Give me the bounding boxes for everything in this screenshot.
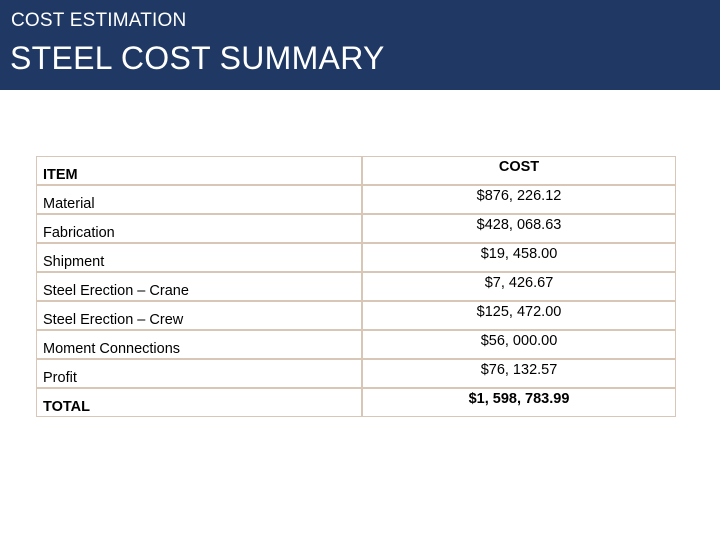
row-cost: $428, 068.63 [362, 214, 676, 243]
table-row: Moment Connections $56, 000.00 [36, 330, 676, 359]
total-label: TOTAL [36, 388, 362, 417]
table-row: Fabrication $428, 068.63 [36, 214, 676, 243]
row-item: Material [36, 185, 362, 214]
total-row: TOTAL $1, 598, 783.99 [36, 388, 676, 417]
row-item: Shipment [36, 243, 362, 272]
row-cost: $125, 472.00 [362, 301, 676, 330]
row-cost: $76, 132.57 [362, 359, 676, 388]
table-row: Profit $76, 132.57 [36, 359, 676, 388]
row-item: Steel Erection – Crane [36, 272, 362, 301]
column-header-cost: COST [362, 156, 676, 185]
section-kicker: COST ESTIMATION [11, 10, 187, 31]
row-cost: $19, 458.00 [362, 243, 676, 272]
row-cost: $56, 000.00 [362, 330, 676, 359]
table-row: Steel Erection – Crane $7, 426.67 [36, 272, 676, 301]
cost-summary-table: ITEM COST Material $876, 226.12 Fabricat… [36, 156, 676, 417]
row-cost: $876, 226.12 [362, 185, 676, 214]
row-item: Fabrication [36, 214, 362, 243]
table-header-row: ITEM COST [36, 156, 676, 185]
row-item: Profit [36, 359, 362, 388]
row-cost: $7, 426.67 [362, 272, 676, 301]
column-header-item: ITEM [36, 156, 362, 185]
row-item: Steel Erection – Crew [36, 301, 362, 330]
row-item: Moment Connections [36, 330, 362, 359]
table-row: Shipment $19, 458.00 [36, 243, 676, 272]
total-cost: $1, 598, 783.99 [362, 388, 676, 417]
table-row: Material $876, 226.12 [36, 185, 676, 214]
page-title: STEEL COST SUMMARY [10, 40, 385, 76]
header-bar: COST ESTIMATION STEEL COST SUMMARY [0, 0, 720, 90]
table-row: Steel Erection – Crew $125, 472.00 [36, 301, 676, 330]
